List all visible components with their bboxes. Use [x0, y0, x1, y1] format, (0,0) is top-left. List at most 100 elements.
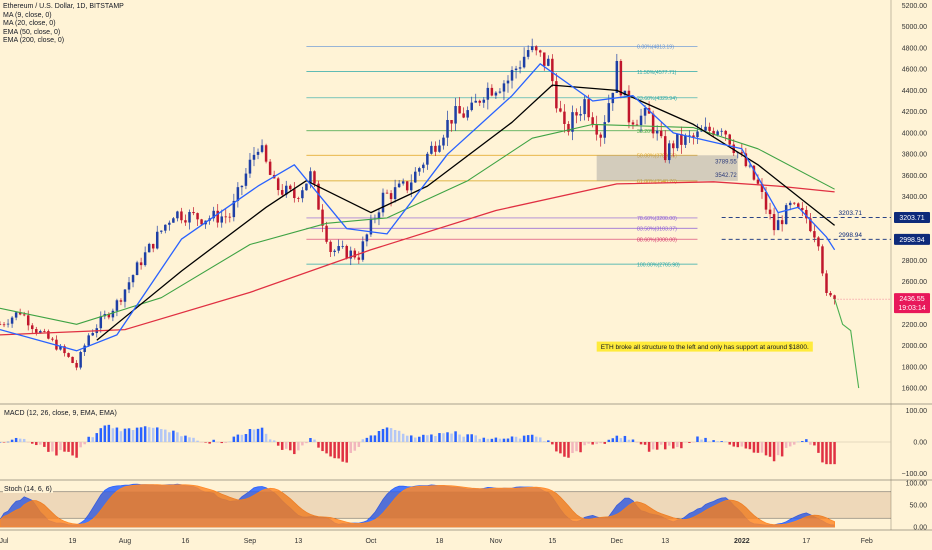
- candle-body: [301, 190, 304, 199]
- candle-body: [631, 122, 635, 125]
- macd-bar: [587, 442, 590, 444]
- candle-body: [764, 191, 768, 210]
- macd-bar: [506, 438, 510, 442]
- macd-bar: [244, 434, 248, 442]
- macd-bar: [248, 429, 252, 442]
- candle-body: [825, 273, 828, 293]
- candle-body: [712, 130, 715, 136]
- level-price-tag-label: 2998.94: [899, 237, 924, 244]
- macd-bar: [377, 431, 381, 442]
- fib-level-label: 0.00%(4813.19): [637, 45, 674, 51]
- macd-bar: [672, 442, 675, 449]
- candle-body: [401, 181, 405, 184]
- candle-body: [168, 222, 171, 225]
- candle-body: [776, 220, 780, 231]
- candle-body: [583, 99, 586, 115]
- macd-bar: [510, 436, 514, 442]
- macd-bar: [228, 441, 232, 442]
- macd-bar: [164, 429, 167, 442]
- macd-bar: [414, 437, 417, 442]
- candle-body: [748, 165, 752, 167]
- macd-bar: [325, 442, 328, 454]
- candle-body: [43, 331, 46, 332]
- candle-body: [430, 145, 433, 154]
- macd-bar: [264, 433, 268, 442]
- legend-ema50[interactable]: EMA (50, close, 0): [3, 28, 61, 36]
- macd-bar: [208, 442, 211, 444]
- candle-body: [172, 218, 175, 223]
- macd-bar: [801, 441, 804, 442]
- candle-body: [151, 243, 155, 249]
- candle-body: [127, 282, 131, 290]
- stoch-label[interactable]: Stoch (14, 6, 6): [3, 486, 53, 493]
- candle-body: [260, 145, 264, 152]
- candle-body: [317, 183, 320, 210]
- candle-body: [700, 130, 703, 132]
- price-tick-label: 4600.00: [902, 67, 927, 74]
- legend-ema200[interactable]: EMA (200, close, 0): [3, 37, 65, 45]
- candle-body: [0, 324, 2, 326]
- stoch-tick-label: 50.00: [909, 503, 927, 510]
- candle-body: [289, 185, 292, 190]
- macd-bar: [272, 440, 276, 442]
- candle-body: [256, 151, 260, 155]
- macd-bar: [426, 435, 429, 442]
- macd-bar: [309, 438, 312, 442]
- macd-bar: [184, 435, 187, 442]
- macd-bar: [809, 442, 812, 445]
- candle-body: [442, 137, 445, 146]
- macd-bar: [55, 442, 58, 456]
- macd-bar: [51, 442, 54, 452]
- macd-bar: [47, 442, 50, 452]
- candle-body: [240, 185, 244, 188]
- macd-bar: [293, 442, 296, 455]
- candle-body: [268, 161, 272, 175]
- macd-bar: [196, 440, 199, 442]
- macd-bar: [797, 441, 800, 443]
- macd-bar: [31, 442, 34, 444]
- candle-body: [792, 202, 796, 204]
- price-tick-label: 5200.00: [902, 3, 927, 10]
- candle-body: [446, 119, 449, 138]
- legend-ma9[interactable]: MA (9, close, 0): [3, 11, 52, 19]
- candle-body: [760, 183, 764, 192]
- macd-bar: [829, 442, 832, 465]
- time-tick-label: Oct: [365, 538, 376, 545]
- time-tick-label: 18: [436, 538, 444, 545]
- candle-body: [280, 190, 284, 195]
- candle-body: [377, 212, 381, 219]
- candle-body: [547, 58, 550, 66]
- candle-body: [607, 103, 611, 123]
- time-tick-label: 13: [661, 538, 669, 545]
- price-tick-label: 4800.00: [902, 45, 927, 52]
- macd-bar: [224, 442, 228, 443]
- candle-body: [668, 143, 671, 161]
- macd-bar: [67, 442, 70, 452]
- candle-body: [720, 130, 723, 132]
- macd-bar: [680, 442, 683, 449]
- candle-body: [79, 352, 82, 368]
- macd-bar: [212, 439, 215, 442]
- candle-body: [160, 230, 163, 232]
- candle-body: [623, 90, 627, 96]
- candle-body: [123, 289, 127, 302]
- candle-body: [603, 122, 607, 138]
- candle-body: [35, 329, 38, 333]
- macd-bar: [563, 442, 566, 457]
- macd-bar: [91, 437, 94, 442]
- macd-bar: [732, 442, 736, 447]
- candle-body: [51, 338, 54, 340]
- legend-ma20[interactable]: MA (20, close, 0): [3, 20, 56, 28]
- macd-bar: [422, 434, 425, 442]
- macd-bar: [341, 442, 344, 462]
- candle-body: [502, 83, 506, 92]
- candle-body: [615, 60, 619, 93]
- macd-label[interactable]: MACD (12, 26, close, 9, EMA, EMA): [3, 410, 118, 417]
- candle-body: [293, 189, 296, 199]
- macd-bar: [405, 435, 409, 442]
- fib-level-label: 23.60%(4329.94): [637, 96, 677, 102]
- candle-body: [176, 211, 179, 219]
- macd-bar: [147, 427, 151, 442]
- candle-body: [676, 134, 679, 149]
